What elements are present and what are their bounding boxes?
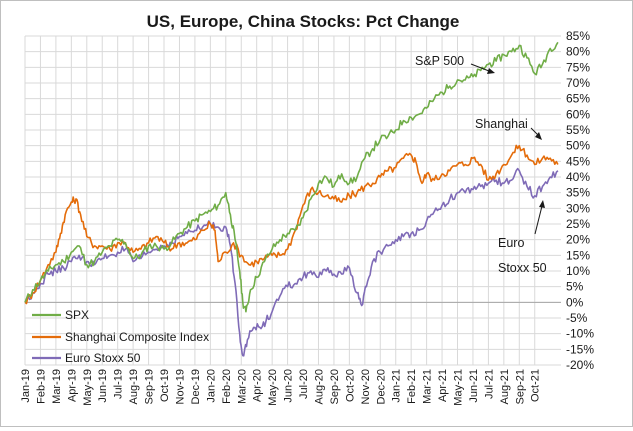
x-tick-label: Aug-21 (499, 369, 511, 404)
x-tick-label: Apr-21 (437, 369, 449, 402)
y-tick-label: 5% (566, 280, 584, 294)
y-tick-label: 35% (566, 186, 590, 200)
y-tick-label: 85% (566, 29, 590, 43)
annotation-sp500-arrow (470, 63, 495, 74)
y-tick-label: 30% (566, 201, 590, 215)
x-tick-label: Sep-19 (144, 369, 156, 404)
x-tick-label: Nov-19 (174, 369, 186, 404)
x-tick-label: Oct-20 (344, 369, 356, 402)
x-tick-label: Jun-20 (283, 369, 295, 403)
x-tick-label: Oct-19 (159, 369, 171, 402)
x-tick-label: Mar-19 (51, 369, 63, 404)
legend-label-shanghai: Shanghai Composite Index (65, 330, 209, 344)
x-tick-label: Aug-20 (313, 369, 325, 404)
series-lines (24, 41, 559, 357)
y-tick-label: 25% (566, 217, 590, 231)
y-tick-label: 80% (566, 45, 590, 59)
legend: SPX Shanghai Composite Index Euro Stoxx … (32, 308, 209, 365)
y-tick-label: -5% (566, 311, 588, 325)
y-tick-label: -10% (566, 327, 594, 341)
x-tick-label: Aug-19 (128, 369, 140, 404)
gridlines (24, 35, 561, 366)
y-tick-label: 75% (566, 60, 590, 74)
legend-label-euro-stoxx: Euro Stoxx 50 (65, 351, 141, 365)
series-line-0 (24, 41, 559, 313)
y-tick-label: 20% (566, 233, 590, 247)
x-tick-label: Jun-19 (97, 369, 109, 403)
x-tick-label: May-21 (453, 369, 465, 406)
y-tick-label: 50% (566, 139, 590, 153)
y-tick-label: 70% (566, 76, 590, 90)
x-tick-label: Mar-21 (422, 369, 434, 404)
annotation-euro-arrow (534, 200, 545, 235)
x-tick-label: May-19 (82, 369, 94, 406)
legend-label-spx: SPX (65, 308, 89, 322)
y-tick-label: 15% (566, 248, 590, 262)
x-axis-ticks: Jan-19 Feb-19 Mar-19 Apr-19 May-19 Jun-19 Jul-… (20, 369, 542, 406)
x-tick-label: Dec-20 (375, 369, 387, 404)
y-tick-label: 10% (566, 264, 590, 278)
x-tick-label: Feb-20 (221, 369, 233, 404)
x-tick-label: Oct-21 (530, 369, 542, 402)
x-tick-label: Jul-19 (113, 369, 125, 399)
y-tick-label: -15% (566, 342, 594, 356)
x-tick-label: Jan-20 (205, 369, 217, 403)
annotation-euro-label: Euro (498, 236, 524, 250)
y-axis-ticks: 85% 80%75% 70% 65%60% 55% 50%45% 40% 35%30% 25% 2… (566, 29, 594, 372)
y-tick-label: 45% (566, 154, 590, 168)
x-tick-label: Sep-21 (514, 369, 526, 404)
x-tick-label: Apr-20 (252, 369, 264, 402)
x-tick-label: Jul-20 (298, 369, 310, 399)
y-tick-label: 60% (566, 107, 590, 121)
y-tick-label: 0% (566, 295, 584, 309)
y-tick-label: 65% (566, 92, 590, 106)
y-tick-label: -20% (566, 358, 594, 372)
x-tick-label: Feb-19 (35, 369, 47, 404)
legend-item-shanghai: Shanghai Composite Index (32, 330, 209, 344)
annotation-sp500-label: S&P 500 (415, 54, 464, 68)
annotations: S&P 500 Shanghai Euro Stoxx 50 (415, 54, 547, 275)
x-tick-label: Dec-19 (190, 369, 202, 404)
legend-item-spx: SPX (32, 308, 89, 322)
y-tick-label: 40% (566, 170, 590, 184)
series-line-1 (24, 144, 559, 305)
x-tick-label: Sep-20 (329, 369, 341, 404)
annotation-shanghai-arrow (530, 127, 542, 140)
series-line-2 (24, 167, 559, 357)
x-tick-label: Jun-21 (468, 369, 480, 403)
chart-title: US, Europe, China Stocks: Pct Change (147, 12, 460, 31)
annotation-stoxx50-label: Stoxx 50 (498, 261, 547, 275)
x-tick-label: Mar-20 (236, 369, 248, 404)
x-tick-label: Feb-21 (406, 369, 418, 404)
x-tick-label: Nov-20 (360, 369, 372, 404)
x-tick-label: Jan-19 (20, 369, 32, 403)
y-tick-label: 55% (566, 123, 590, 137)
x-tick-label: Jul-21 (483, 369, 495, 399)
legend-item-euro-stoxx: Euro Stoxx 50 (32, 351, 141, 365)
x-tick-label: Apr-19 (66, 369, 78, 402)
x-tick-label: May-20 (267, 369, 279, 406)
annotation-shanghai-label: Shanghai (475, 117, 528, 131)
x-tick-label: Jan-21 (391, 369, 403, 403)
